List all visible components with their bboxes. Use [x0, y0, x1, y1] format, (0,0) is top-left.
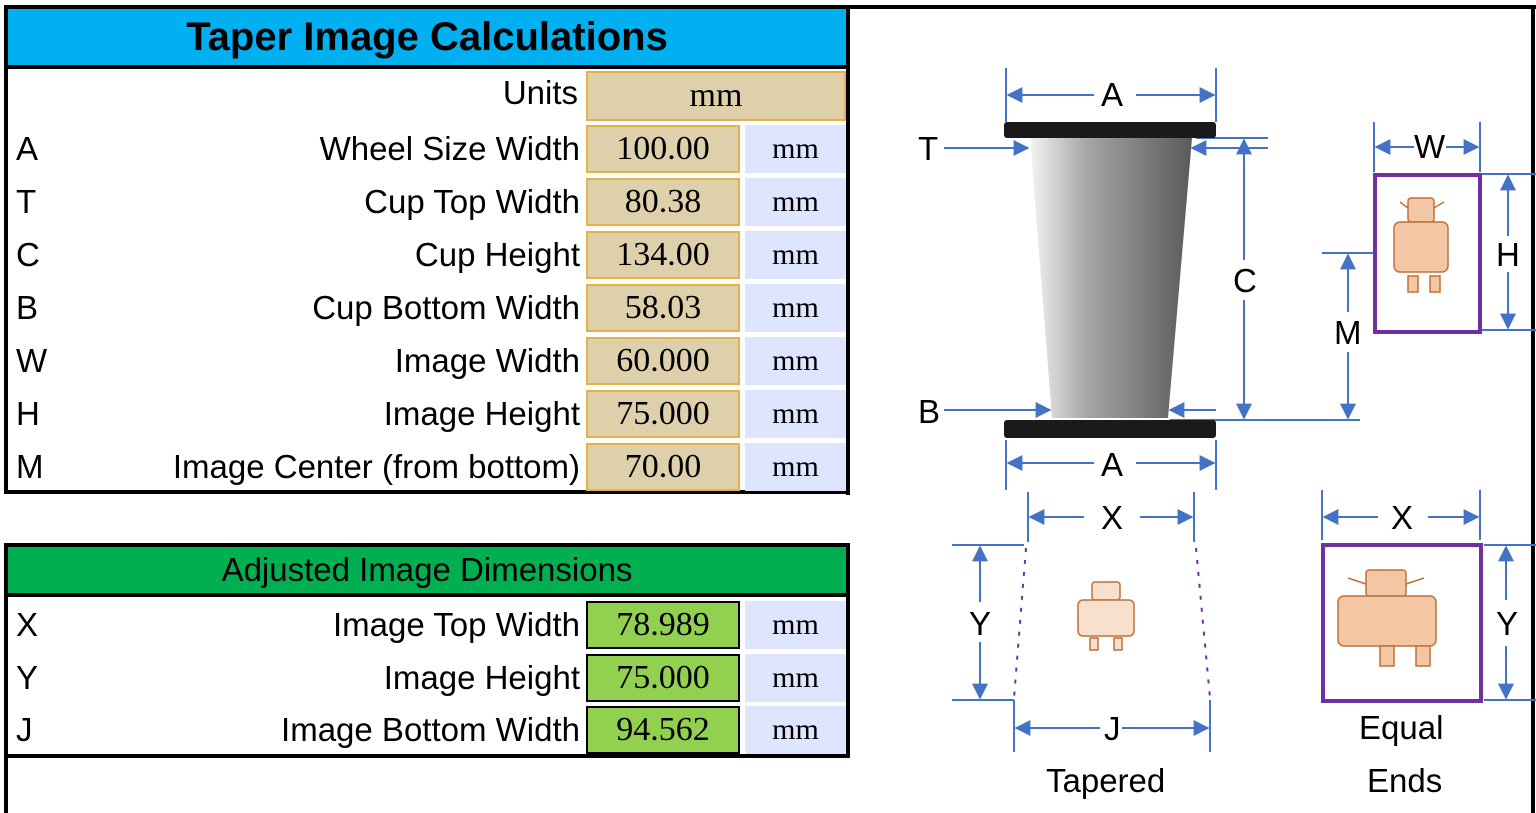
image-top-width-output: 78.989: [586, 601, 740, 649]
output-row-y: Y Image Height 75.000 mm: [4, 651, 850, 704]
row-unit: mm: [745, 601, 846, 649]
cup-bottom-width-input[interactable]: 58.03: [586, 284, 740, 332]
robot-equal-image-icon: [1337, 569, 1437, 667]
row-letter: C: [16, 236, 40, 273]
input-row-m: M Image Center (from bottom) 70.00 mm: [4, 440, 850, 493]
row-unit: mm: [745, 443, 846, 491]
sheet-divider: [846, 5, 850, 495]
cup-height-input[interactable]: 134.00: [586, 231, 740, 279]
image-width-input[interactable]: 60.000: [586, 337, 740, 385]
cup-top-width-input[interactable]: 80.38: [586, 178, 740, 226]
robot-image-icon: [1393, 197, 1449, 293]
row-label: Image Height: [383, 395, 580, 432]
dim-label-h: H: [1496, 236, 1520, 273]
row-unit: mm: [745, 706, 846, 754]
row-letter: T: [16, 183, 37, 220]
row-letter: J: [16, 711, 33, 748]
dim-label-b: B: [918, 393, 941, 430]
row-letter: A: [16, 130, 39, 167]
row-label: Image Height: [383, 659, 580, 696]
dim-label-m: M: [1334, 314, 1362, 351]
caption-ends: Ends: [1367, 762, 1443, 799]
input-row-a: A Wheel Size Width 100.00 mm: [4, 122, 850, 175]
row-letter: B: [16, 289, 39, 326]
image-height-output: 75.000: [586, 654, 740, 702]
row-unit: mm: [745, 284, 846, 332]
input-row-b: B Cup Bottom Width 58.03 mm: [4, 281, 850, 334]
wheel-size-width-input[interactable]: 100.00: [586, 125, 740, 173]
row-letter: X: [16, 606, 39, 643]
image-bottom-width-output: 94.562: [586, 706, 740, 754]
output-row-x: X Image Top Width 78.989 mm: [4, 598, 850, 651]
row-unit: mm: [745, 125, 846, 173]
image-center-input[interactable]: 70.00: [586, 443, 740, 491]
units-select[interactable]: mm: [586, 71, 846, 121]
row-unit: mm: [745, 178, 846, 226]
dim-label-j: J: [1104, 710, 1121, 747]
row-unit: mm: [745, 390, 846, 438]
row-unit: mm: [745, 337, 846, 385]
caption-tapered: Tapered: [1046, 762, 1166, 799]
image-height-input[interactable]: 75.000: [586, 390, 740, 438]
input-row-c: C Cup Height 134.00 mm: [4, 228, 850, 281]
row-label: Cup Bottom Width: [312, 289, 580, 326]
sheet-top-border: [846, 5, 1536, 9]
row-label: Cup Height: [414, 236, 580, 273]
row-letter: Y: [16, 659, 39, 696]
dim-label-y-equal: Y: [1496, 605, 1519, 642]
input-row-w: W Image Width 60.000 mm: [4, 334, 850, 387]
dim-label-x-tapered: X: [1101, 499, 1124, 536]
dim-label-a-bottom: A: [1101, 446, 1124, 483]
input-row-h: H Image Height 75.000 mm: [4, 387, 850, 440]
dim-label-c: C: [1233, 262, 1257, 299]
dim-label-a-top: A: [1101, 76, 1124, 113]
dim-label-t: T: [918, 130, 939, 167]
dim-label-y-tapered: Y: [969, 605, 992, 642]
adjusted-dimensions-header: Adjusted Image Dimensions: [4, 543, 850, 597]
row-unit: mm: [745, 231, 846, 279]
row-label: Image Bottom Width: [281, 711, 580, 748]
sheet-title: Taper Image Calculations: [4, 5, 850, 69]
dim-label-x-equal: X: [1391, 499, 1414, 536]
sheet-right-border: [1531, 5, 1535, 813]
row-letter: W: [16, 342, 48, 379]
row-label: Wheel Size Width: [319, 130, 580, 167]
row-letter: M: [16, 448, 44, 485]
input-row-t: T Cup Top Width 80.38 mm: [4, 175, 850, 228]
robot-tapered-image-icon: [1077, 581, 1135, 651]
row-label: Image Center (from bottom): [172, 448, 580, 485]
row-letter: H: [16, 395, 40, 432]
row-label: Image Top Width: [332, 606, 580, 643]
output-panel: [4, 597, 850, 758]
dim-label-w: W: [1414, 128, 1446, 165]
row-label: Image Width: [394, 342, 580, 379]
row-unit: mm: [745, 654, 846, 702]
units-label: Units: [502, 74, 578, 111]
row-label: Cup Top Width: [364, 183, 580, 220]
output-row-j: J Image Bottom Width 94.562 mm: [4, 703, 850, 756]
sheet-left-border: [4, 758, 8, 813]
caption-equal: Equal: [1359, 709, 1444, 746]
